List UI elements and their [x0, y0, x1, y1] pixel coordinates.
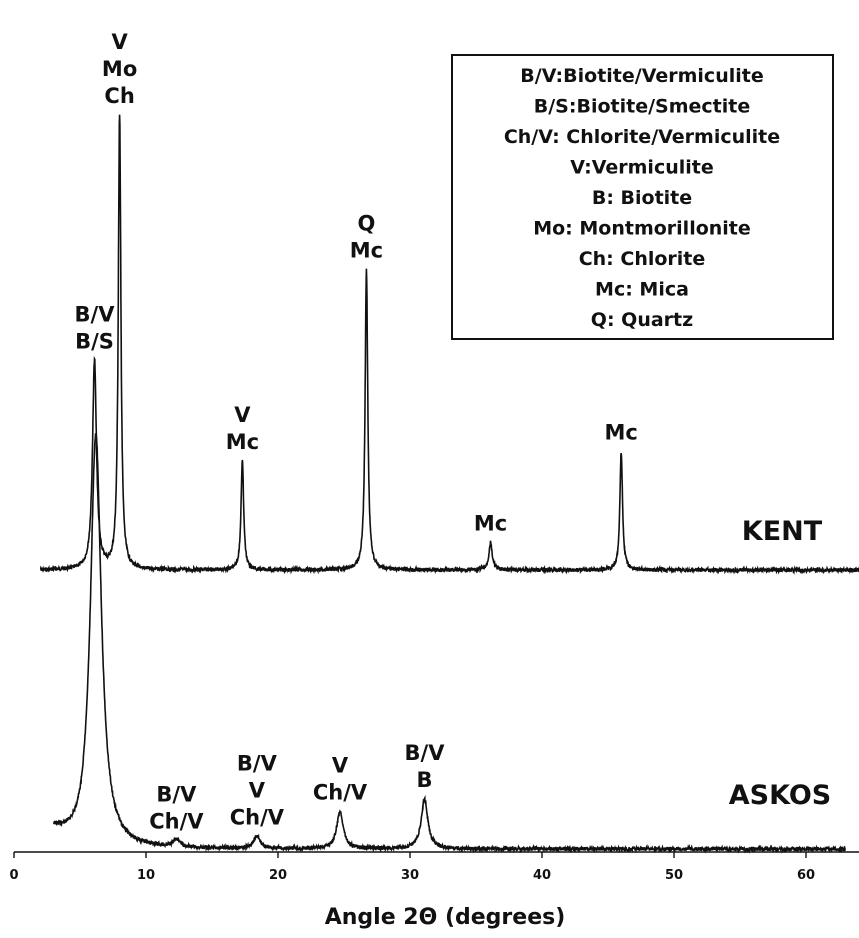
legend-entry: Mc: Mica: [595, 279, 689, 301]
x-axis: 0 10 20 30 40 50 60 Angle 2Θ (degrees): [9, 851, 859, 930]
peak-label: Mo: [102, 57, 137, 81]
legend-entry: Q: Quartz: [591, 309, 693, 331]
peak-label: V: [234, 403, 251, 427]
legend-entry: Ch/V: Chlorite/Vermiculite: [504, 126, 780, 148]
peak-label: Mc: [605, 421, 638, 445]
legend-entry: Ch: Chlorite: [579, 248, 706, 270]
legend-entry: B: Biotite: [592, 187, 692, 209]
peak-label: V: [249, 779, 266, 803]
x-tick-label: 0: [9, 868, 18, 883]
legend-box: [451, 54, 834, 340]
peak-label: Mc: [226, 430, 259, 454]
peak-label: V: [111, 30, 128, 54]
peak-labels: B/V B/S V Mo Ch V Mc Q Mc Mc Mc B/V Ch/V B/V V Ch/V V Ch/…: [75, 30, 638, 834]
peak-label: Ch/V: [230, 806, 285, 830]
x-tick-label: 60: [797, 868, 815, 883]
askos-pattern: ASKOS: [52, 433, 846, 854]
legend-entry: B/S:Biotite/Smectite: [534, 96, 750, 118]
legend: B/V:Biotite/Vermiculite B/S:Biotite/Smect…: [451, 54, 834, 340]
peak-label: B/V: [405, 741, 446, 765]
askos-series-label: ASKOS: [729, 780, 831, 811]
x-tick-label: 50: [665, 868, 683, 883]
peak-label: Ch/V: [313, 781, 368, 805]
peak-label: B/V: [237, 752, 278, 776]
x-tick-label: 20: [269, 868, 287, 883]
kent-series-line: [39, 114, 859, 576]
x-tick-label: 10: [137, 868, 155, 883]
legend-entry: B/V:Biotite/Vermiculite: [520, 65, 763, 87]
askos-series-line: [52, 433, 846, 854]
x-axis-title: Angle 2Θ (degrees): [325, 905, 566, 930]
x-tick-label: 40: [533, 868, 551, 883]
peak-label: B/V: [75, 303, 116, 327]
peak-label: B/S: [75, 330, 114, 354]
peak-label: Ch/V: [149, 810, 204, 834]
x-tick-label: 30: [401, 868, 419, 883]
kent-series-label: KENT: [742, 516, 823, 547]
peak-label: Ch: [104, 84, 134, 108]
peak-label: B/V: [156, 783, 197, 807]
legend-entry: V:Vermiculite: [570, 157, 713, 179]
peak-label: V: [332, 754, 349, 778]
legend-entry: Mo: Montmorillonite: [533, 218, 751, 240]
peak-label: Mc: [474, 512, 507, 536]
peak-label: Mc: [350, 239, 383, 263]
peak-label: Q: [357, 212, 375, 236]
kent-pattern: KENT: [39, 114, 859, 576]
peak-label: B: [416, 768, 432, 792]
